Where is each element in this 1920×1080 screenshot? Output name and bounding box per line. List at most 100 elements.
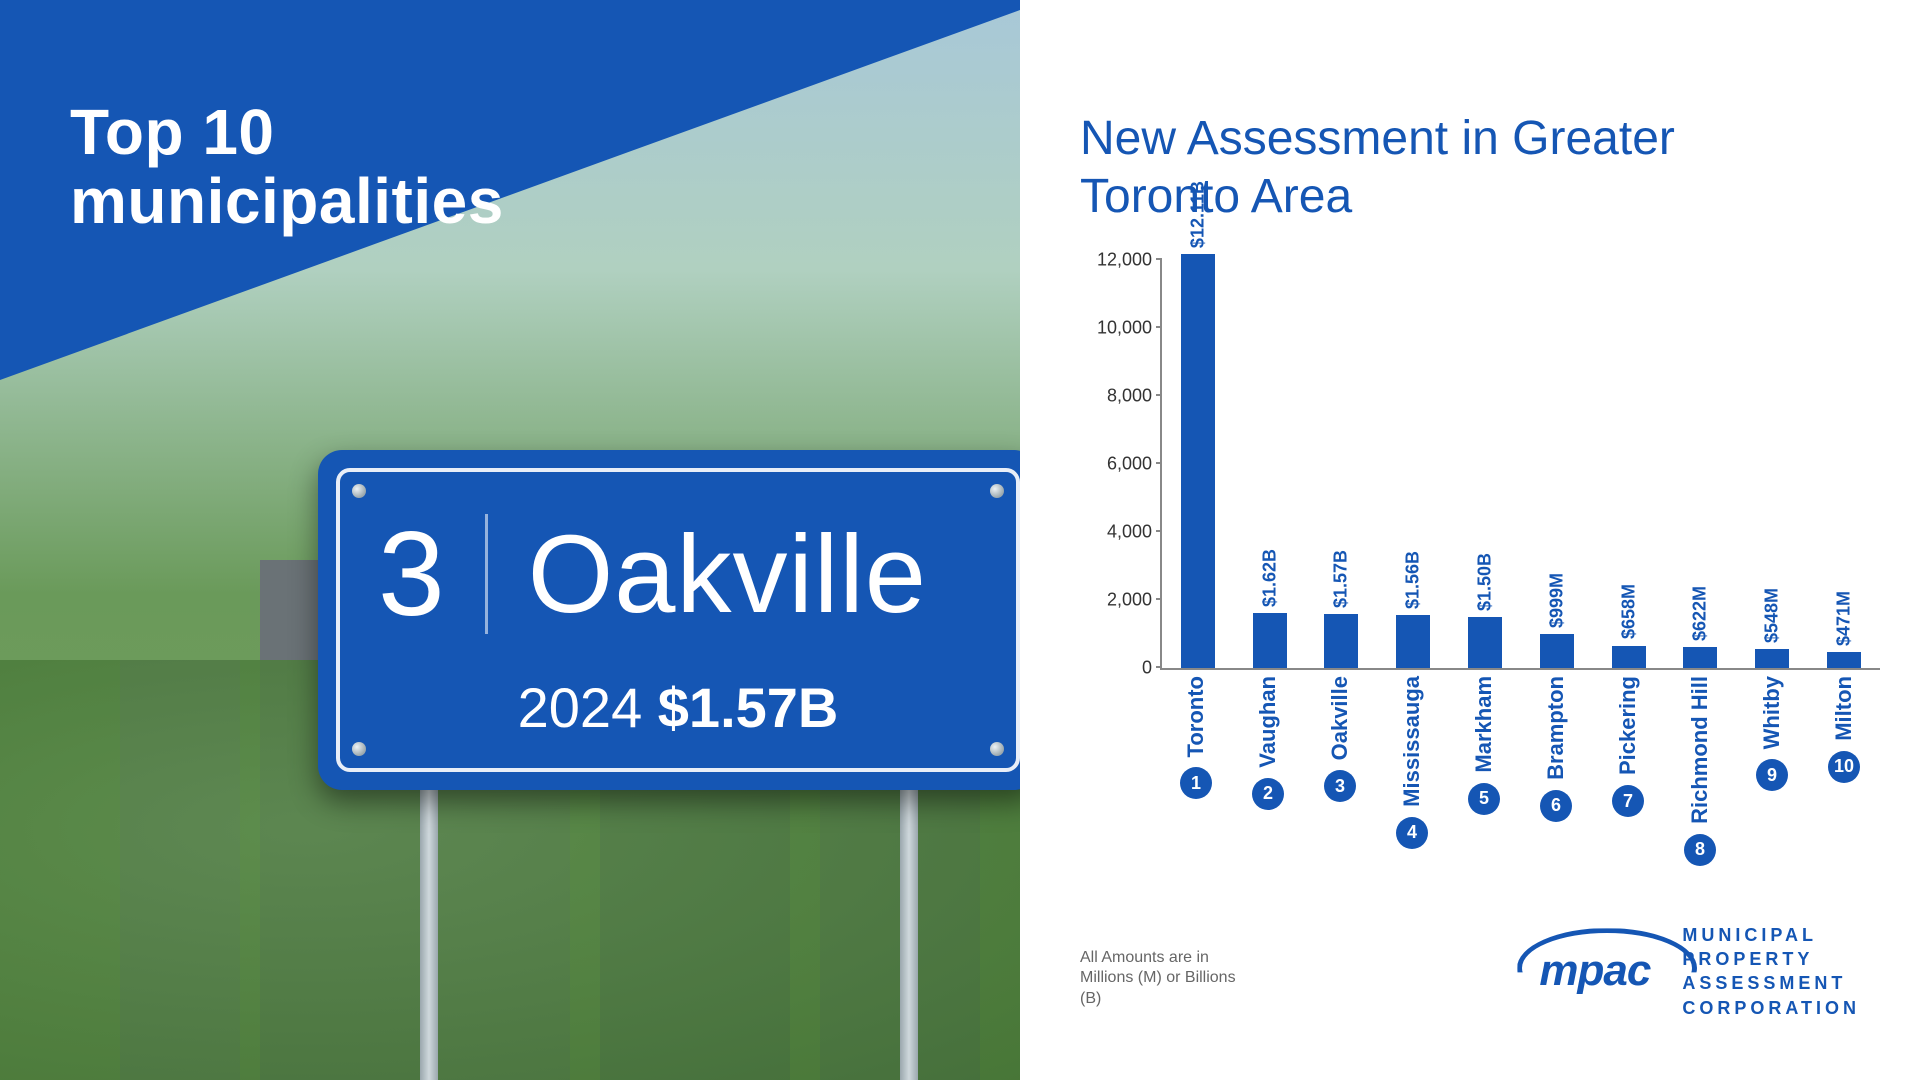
rank-badge: 9 — [1756, 759, 1788, 791]
sign-value: $1.57B — [658, 676, 839, 739]
sign-rivet — [352, 484, 366, 498]
bar: $1.56B — [1396, 615, 1430, 668]
sign-city: Oakville — [528, 511, 927, 638]
bar-column: $658M — [1595, 646, 1663, 668]
bar-value-label: $12.11B — [1187, 181, 1208, 248]
bar: $471M — [1827, 652, 1861, 668]
x-category-label: Brampton — [1543, 676, 1569, 780]
logo-line: PROPERTY — [1682, 947, 1860, 971]
y-tick-mark — [1156, 666, 1162, 668]
x-label-column: Mississauga 4 — [1378, 676, 1446, 866]
sign-year: 2024 — [518, 676, 643, 739]
x-category-label: Mississauga — [1399, 676, 1425, 807]
bar: $12.11B — [1181, 254, 1215, 668]
y-tick-label: 2,000 — [1092, 590, 1152, 611]
x-category-label: Milton — [1831, 676, 1857, 741]
x-category-label: Pickering — [1615, 676, 1641, 775]
rank-badge: 2 — [1252, 778, 1284, 810]
bar-value-label: $1.57B — [1331, 550, 1352, 608]
y-tick-mark — [1156, 598, 1162, 600]
x-label-column: Milton 10 — [1810, 676, 1878, 866]
bar: $1.57B — [1324, 614, 1358, 668]
rank-badge: 10 — [1828, 751, 1860, 783]
bar-value-label: $1.62B — [1259, 549, 1280, 607]
x-category-label: Markham — [1471, 676, 1497, 773]
x-label-column: Pickering7 — [1594, 676, 1662, 866]
x-category-label: Toronto — [1183, 676, 1209, 757]
logo-line: MUNICIPAL — [1682, 923, 1860, 947]
x-label-column: Toronto 1 — [1162, 676, 1230, 866]
y-tick-label: 0 — [1092, 658, 1152, 679]
x-category-label: Vaughan — [1255, 676, 1281, 768]
logo-full-name: MUNICIPAL PROPERTY ASSESSMENT CORPORATIO… — [1682, 923, 1860, 1020]
y-tick-mark — [1156, 258, 1162, 260]
x-label-column: Richmond Hill 8 — [1666, 676, 1734, 866]
y-tick-mark — [1156, 462, 1162, 464]
bar: $1.50B — [1468, 617, 1502, 668]
x-labels-container: Toronto 1 Vaughan 2 Oakville 3 Mississauga 4 Mar… — [1160, 676, 1880, 866]
x-category-label: Whitby — [1759, 676, 1785, 749]
logo-arc-icon — [1517, 928, 1697, 1008]
y-tick-label: 4,000 — [1092, 522, 1152, 543]
x-label-column: Brampton 6 — [1522, 676, 1590, 866]
logo-line: CORPORATION — [1682, 996, 1860, 1020]
bar: $622M — [1683, 647, 1717, 668]
y-tick-mark — [1156, 326, 1162, 328]
right-chart-panel: New Assessment in Greater Toronto Area $… — [1020, 0, 1920, 1080]
sign-divider — [485, 514, 488, 634]
sign-row-sub: 2024 $1.57B — [318, 675, 1020, 740]
sign-post — [420, 780, 438, 1080]
highway-sign: 3 Oakville 2024 $1.57B — [318, 450, 1020, 790]
sign-rivet — [352, 742, 366, 756]
bar: $1.62B — [1253, 613, 1287, 668]
title-line2: municipalities — [70, 165, 504, 237]
bar: $658M — [1612, 646, 1646, 668]
x-label-column: Oakville 3 — [1306, 676, 1374, 866]
y-tick-label: 6,000 — [1092, 454, 1152, 475]
x-category-label: Oakville — [1327, 676, 1353, 760]
rank-badge: 6 — [1540, 790, 1572, 822]
sign-rank: 3 — [378, 505, 445, 643]
logo-mark: mpac — [1535, 940, 1654, 1002]
bar-value-label: $622M — [1690, 586, 1711, 641]
x-label-column: Markham 5 — [1450, 676, 1518, 866]
y-tick-label: 10,000 — [1092, 318, 1152, 339]
sign-rivet — [990, 742, 1004, 756]
bar: $548M — [1755, 649, 1789, 668]
chart-footnote: All Amounts are in Millions (M) or Billi… — [1080, 948, 1260, 1010]
bar-column: $1.56B — [1379, 615, 1447, 668]
bar-value-label: $471M — [1834, 591, 1855, 646]
bar-value-label: $658M — [1618, 584, 1639, 639]
y-tick-label: 8,000 — [1092, 386, 1152, 407]
bar-column: $471M — [1810, 652, 1878, 668]
bar-value-label: $548M — [1762, 588, 1783, 643]
bar-value-label: $1.50B — [1475, 553, 1496, 611]
bar-column: $1.62B — [1236, 613, 1304, 668]
y-tick-mark — [1156, 530, 1162, 532]
bar-column: $999M — [1523, 634, 1591, 668]
rank-badge: 5 — [1468, 783, 1500, 815]
bar-chart: $12.11B$1.62B$1.57B$1.56B$1.50B$999M$658… — [1080, 260, 1880, 730]
y-tick-mark — [1156, 394, 1162, 396]
x-label-column: Vaughan 2 — [1234, 676, 1302, 866]
rank-badge: 8 — [1684, 834, 1716, 866]
slide: Top 10 municipalities 3 Oakville 2024 $1… — [0, 0, 1920, 1080]
x-label-column: Whitby 9 — [1738, 676, 1806, 866]
bar-value-label: $1.56B — [1403, 551, 1424, 609]
bar-column: $622M — [1666, 647, 1734, 668]
title-line1: Top 10 — [70, 96, 275, 168]
bar-column: $1.57B — [1307, 614, 1375, 668]
sign-row-main: 3 Oakville — [378, 505, 998, 643]
sign-rivet — [990, 484, 1004, 498]
sign-post — [900, 780, 918, 1080]
rank-badge: 3 — [1324, 770, 1356, 802]
x-category-label: Richmond Hill — [1687, 676, 1713, 824]
bar-column: $1.50B — [1451, 617, 1519, 668]
rank-badge: 4 — [1396, 817, 1428, 849]
bars-container: $12.11B$1.62B$1.57B$1.56B$1.50B$999M$658… — [1162, 260, 1880, 668]
bar-value-label: $999M — [1546, 573, 1567, 628]
logo-line: ASSESSMENT — [1682, 971, 1860, 995]
rank-badge: 1 — [1180, 767, 1212, 799]
bar-column: $12.11B — [1164, 254, 1232, 668]
bar-column: $548M — [1738, 649, 1806, 668]
